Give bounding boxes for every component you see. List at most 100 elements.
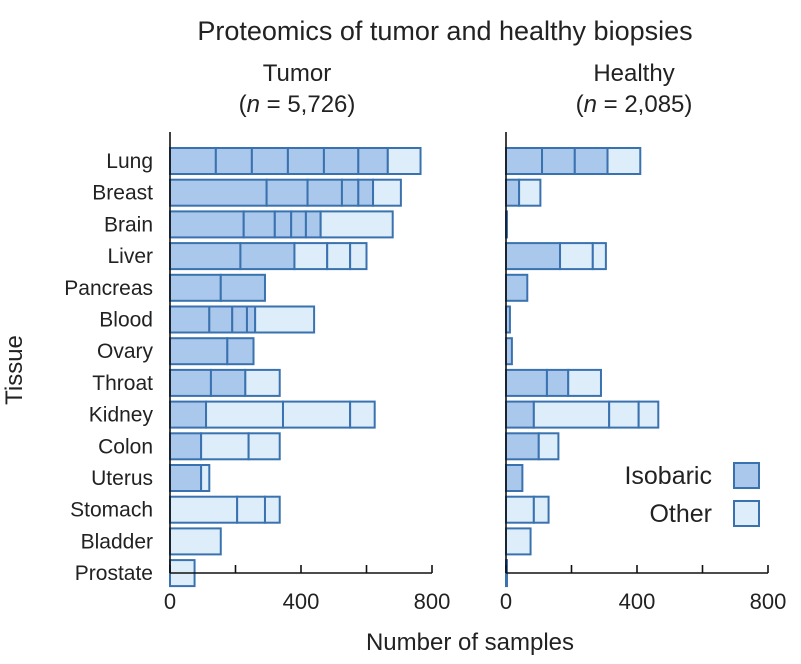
tumor-bar-pancreas-segment-1	[169, 273, 222, 302]
tumor-bar-lung-segment-1	[169, 147, 217, 175]
category-label-uterus: Uterus	[91, 467, 153, 490]
tumor-bar-stomach-segment-2	[236, 495, 266, 524]
tumor-bar-blood-segment-3	[231, 305, 248, 334]
category-label-stomach: Stomach	[70, 499, 153, 522]
healthy-bar-kidney-segment-1	[505, 400, 535, 429]
healthy-bar-liver-segment-3	[591, 242, 607, 271]
tumor-bar-lung-segment-3	[250, 147, 289, 175]
tumor-bar-breast-segment-4	[340, 178, 360, 207]
healthy-bar-lung-segment-3	[573, 147, 609, 175]
tumor-bar-blood-segment-5	[254, 305, 316, 334]
legend-swatch-isobaric	[733, 462, 760, 489]
healthy-bar-throat-segment-3	[567, 368, 602, 397]
healthy-x-tick-label: 0	[500, 589, 512, 614]
healthy-bar-kidney-segment-2	[532, 400, 611, 429]
healthy-bar-liver-segment-1	[505, 242, 562, 271]
chart-title: Proteomics of tumor and healthy biopsies	[197, 16, 692, 46]
healthy-bar-throat-segment-2	[545, 368, 570, 397]
category-label-ovary: Ovary	[97, 340, 154, 363]
category-label-colon: Colon	[98, 435, 153, 458]
healthy-bar-breast-segment-2	[518, 178, 542, 207]
tumor-n-value: = 5,726	[267, 91, 348, 118]
healthy-x-tick-label: 400	[619, 589, 656, 614]
tumor-bar-bladder-segment-1	[169, 527, 222, 556]
tumor-bar-kidney-segment-1	[169, 400, 208, 429]
tumor-panel: Tumor (n = 5,726) 0 400 800	[164, 60, 450, 614]
category-label-bladder: Bladder	[81, 530, 153, 553]
healthy-bar-pancreas-segment-1	[505, 273, 529, 302]
tumor-bar-kidney-segment-4	[349, 400, 376, 429]
healthy-x-tick-label: 800	[750, 589, 787, 614]
healthy-bar-lung-segment-2	[541, 147, 576, 175]
tumor-bar-brain-segment-4	[290, 210, 307, 239]
healthy-bar-kidney-segment-4	[637, 400, 660, 429]
tumor-bar-lung-segment-4	[286, 147, 325, 175]
healthy-bar-lung-segment-4	[606, 147, 642, 175]
tumor-bar-lung-segment-6	[357, 147, 389, 175]
x-axis-label: Number of samples	[366, 629, 574, 656]
tumor-x-axis: 0 400 800	[164, 132, 450, 614]
healthy-bar-lung-segment-1	[505, 147, 544, 175]
category-label-pancreas: Pancreas	[64, 277, 153, 300]
category-label-brain: Brain	[104, 213, 153, 236]
tumor-bar-colon-segment-2	[200, 432, 250, 461]
tumor-bar-colon-segment-3	[247, 432, 281, 461]
tumor-bar-ovary-segment-1	[169, 337, 229, 366]
tumor-bar-pancreas-segment-2	[219, 273, 266, 302]
legend: Isobaric Other	[624, 462, 760, 528]
tumor-bar-lung-segment-2	[214, 147, 253, 175]
tumor-bar-kidney-segment-3	[281, 400, 352, 429]
tumor-panel-title: Tumor	[263, 60, 331, 87]
tumor-bar-liver-segment-3	[293, 242, 329, 271]
y-axis-label: Tissue	[1, 335, 28, 405]
tumor-bar-liver-segment-4	[326, 242, 352, 271]
healthy-bar-ovary-segment-1	[505, 337, 513, 366]
tumor-bar-blood-segment-2	[208, 305, 234, 334]
healthy-bar-bladder-segment-1	[505, 527, 532, 556]
tumor-bar-breast-segment-1	[169, 178, 268, 207]
tumor-panel-n-label: (n = 5,726)	[239, 91, 356, 118]
tumor-bar-ovary-segment-2	[226, 337, 255, 366]
healthy-panel: Healthy (n = 2,085) 0 400 800	[500, 60, 786, 614]
category-label-breast: Breast	[92, 182, 153, 205]
healthy-bar-stomach-segment-1	[505, 495, 535, 524]
tumor-bar-kidney-segment-2	[205, 400, 284, 429]
healthy-panel-n-label: (n = 2,085)	[576, 91, 693, 118]
tumor-bar-throat-segment-3	[244, 368, 281, 397]
tumor-bar-blood-segment-1	[169, 305, 211, 334]
healthy-panel-title: Healthy	[593, 60, 674, 87]
tumor-bar-liver-segment-1	[169, 242, 242, 271]
tumor-bar-uterus-segment-2	[200, 464, 211, 492]
healthy-x-axis: 0 400 800	[500, 132, 786, 614]
healthy-n-value: = 2,085	[604, 91, 685, 118]
category-label-lung: Lung	[106, 150, 153, 173]
tumor-bar-breast-segment-5	[357, 178, 375, 207]
tumor-bar-stomach-segment-3	[263, 495, 281, 524]
healthy-bar-stomach-segment-2	[532, 495, 550, 524]
legend-swatch-other	[733, 500, 760, 527]
tumor-bar-throat-segment-1	[169, 368, 212, 397]
healthy-n-italic: n	[584, 91, 597, 118]
healthy-bar-uterus-segment-1	[505, 464, 524, 492]
tumor-bar-breast-segment-2	[265, 178, 309, 207]
healthy-bar-liver-segment-2	[559, 242, 594, 271]
tumor-bars	[169, 147, 422, 588]
legend-label-isobaric: Isobaric	[624, 462, 712, 490]
tumor-bar-brain-segment-3	[273, 210, 293, 239]
tumor-bar-brain-segment-5	[304, 210, 322, 239]
tumor-bar-lung-segment-7	[386, 147, 422, 175]
category-label-blood: Blood	[99, 309, 153, 332]
healthy-bar-colon-segment-2	[537, 432, 560, 461]
tumor-n-italic: n	[247, 91, 260, 118]
tumor-bar-brain-segment-2	[242, 210, 276, 239]
healthy-bar-throat-segment-1	[505, 368, 548, 397]
tumor-bar-uterus-segment-1	[169, 464, 203, 492]
tumor-x-tick-label: 400	[283, 589, 320, 614]
tumor-bar-breast-segment-3	[306, 178, 343, 207]
category-label-liver: Liver	[107, 245, 153, 268]
legend-label-other: Other	[649, 500, 712, 528]
healthy-bars	[505, 147, 660, 588]
tumor-bar-brain-segment-1	[169, 210, 245, 239]
tumor-bar-colon-segment-1	[169, 432, 203, 461]
